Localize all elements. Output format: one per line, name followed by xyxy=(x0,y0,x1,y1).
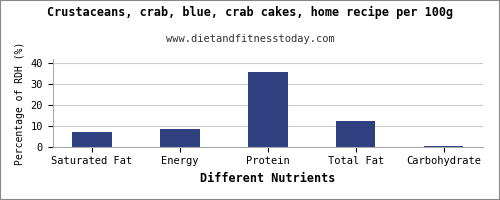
X-axis label: Different Nutrients: Different Nutrients xyxy=(200,172,336,185)
Bar xyxy=(248,72,288,147)
Bar xyxy=(424,146,464,147)
Bar xyxy=(336,121,376,147)
Bar xyxy=(72,132,112,147)
Text: Crustaceans, crab, blue, crab cakes, home recipe per 100g: Crustaceans, crab, blue, crab cakes, hom… xyxy=(47,6,453,19)
Text: www.dietandfitnesstoday.com: www.dietandfitnesstoday.com xyxy=(166,34,334,44)
Bar xyxy=(160,129,200,147)
Y-axis label: Percentage of RDH (%): Percentage of RDH (%) xyxy=(15,41,25,165)
